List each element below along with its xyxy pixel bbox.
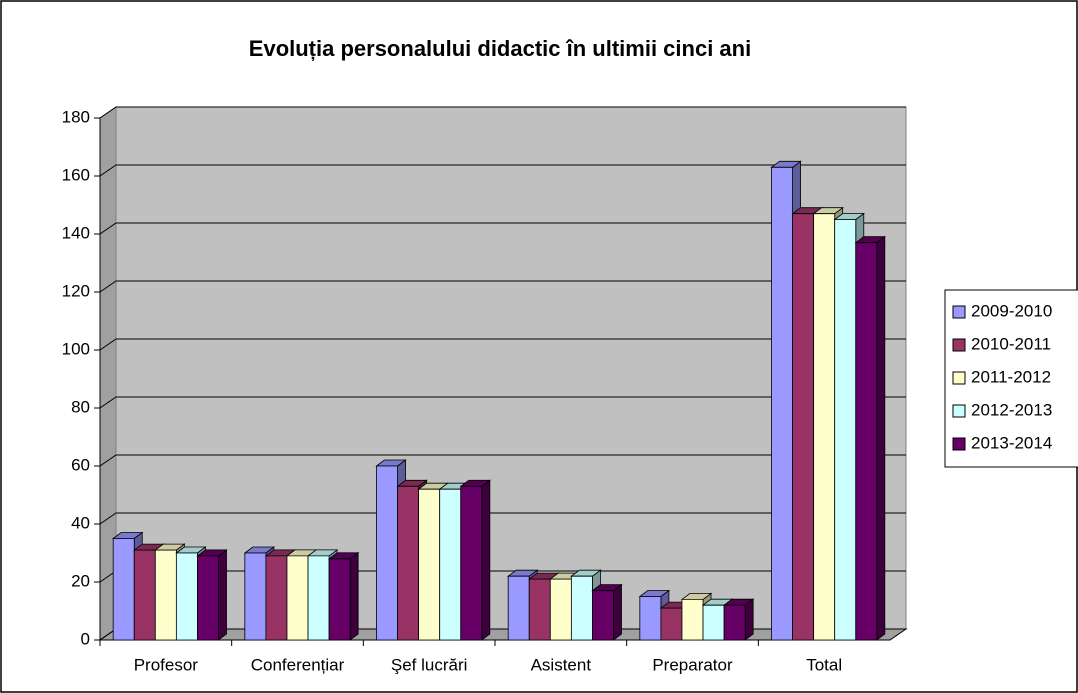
x-tick-label: Şef lucrări <box>391 655 468 674</box>
legend-label: 2010-2011 <box>971 334 1051 353</box>
bar-face <box>681 599 704 641</box>
bar-face <box>460 485 483 641</box>
bar-face <box>376 465 398 641</box>
chart-title: Evoluția personalului didactic în ultimi… <box>249 36 751 61</box>
bar <box>854 235 887 641</box>
y-tick-label: 180 <box>62 107 90 126</box>
bar-face <box>744 598 754 641</box>
grid-line <box>99 164 906 177</box>
legend-swatch <box>952 338 966 352</box>
grid-line <box>99 512 906 525</box>
bar-face <box>265 555 288 641</box>
legend-label: 2013-2014 <box>971 433 1052 452</box>
legend-label: 2009-2010 <box>971 301 1052 320</box>
x-tick-label: Conferențiar <box>251 655 345 674</box>
grid-line <box>99 396 906 409</box>
bar <box>196 549 228 641</box>
x-tick-label: Profesor <box>134 655 199 674</box>
bar-face <box>592 590 614 641</box>
bar-face <box>307 555 330 641</box>
legend-swatch <box>952 305 966 319</box>
bar-face <box>771 166 793 641</box>
x-tick-label: Asistent <box>531 655 592 674</box>
bar-face <box>418 488 441 641</box>
bar <box>722 598 755 641</box>
x-tick-label: Total <box>806 655 842 674</box>
bar-face <box>133 549 156 641</box>
bar <box>591 583 623 641</box>
y-tick-label: 60 <box>71 455 90 474</box>
legend-swatch <box>952 437 966 451</box>
bar-face <box>813 213 836 641</box>
bar-face <box>792 213 815 641</box>
legend-box <box>944 289 1078 468</box>
bar-face <box>613 583 622 641</box>
bar <box>459 479 492 641</box>
bar-face <box>328 558 351 641</box>
legend-label: 2012-2013 <box>971 400 1052 419</box>
legend-swatch <box>952 371 966 385</box>
y-tick-label: 140 <box>62 223 90 242</box>
legend-label: 2011-2012 <box>971 367 1051 386</box>
bar-face <box>834 219 857 641</box>
bar-face <box>286 555 309 641</box>
grid-line <box>99 338 906 351</box>
y-tick-label: 40 <box>71 513 90 532</box>
grid-line <box>99 106 906 119</box>
legend-swatch <box>952 404 966 418</box>
bar-face <box>349 551 359 641</box>
bar-face <box>702 604 725 641</box>
bar-face <box>439 488 462 641</box>
bar-face <box>660 607 683 641</box>
bar <box>327 551 360 641</box>
bar-face <box>244 552 267 641</box>
bar-face <box>218 549 227 641</box>
bar-face <box>639 596 662 641</box>
grid-line <box>99 222 906 235</box>
bar-face <box>197 555 219 641</box>
grid-line <box>99 280 906 293</box>
bar-face <box>723 604 746 641</box>
y-tick-label: 160 <box>62 165 90 184</box>
grid-line <box>99 454 906 467</box>
y-tick-label: 0 <box>81 629 90 648</box>
x-tick-label: Preparator <box>652 655 733 674</box>
bar-face <box>528 578 551 641</box>
bar-face <box>112 538 135 641</box>
bar-face <box>549 578 572 641</box>
bar-face <box>481 479 491 641</box>
y-tick-label: 80 <box>71 397 90 416</box>
y-tick-label: 120 <box>62 281 90 300</box>
bar-face <box>876 235 886 641</box>
bar-face <box>154 549 177 641</box>
bar-face <box>855 242 878 641</box>
bar-face <box>175 552 198 641</box>
bar-face <box>570 575 593 641</box>
bar-face <box>507 575 530 641</box>
y-tick-label: 20 <box>71 571 90 590</box>
y-tick-label: 100 <box>62 339 90 358</box>
bar-face <box>397 485 420 641</box>
